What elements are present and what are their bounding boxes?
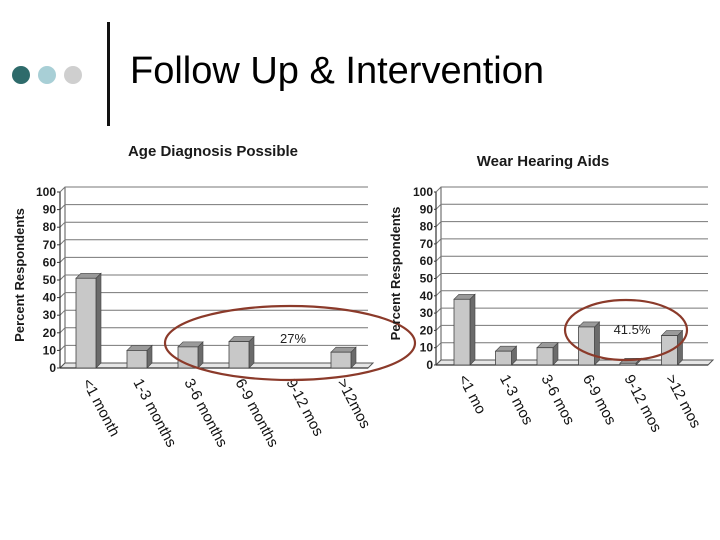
chart2-gridline [435, 342, 708, 349]
chart2-category-label: 1-3 mos [496, 372, 536, 428]
chart1-ytick-label: 90 [43, 203, 57, 217]
chart1-category-label: 3-6 months [180, 376, 230, 450]
chart1-bar [75, 277, 97, 369]
chart2-category-label: <1 mo [454, 372, 489, 417]
chart1-bar-side [248, 335, 255, 369]
chart2-ytick-label: 20 [420, 323, 434, 337]
chart1-gridline [59, 274, 368, 281]
chart1-gridline [59, 204, 368, 210]
chart2-ytick-label: 80 [420, 220, 434, 234]
chart2-ytick-label: 40 [420, 289, 434, 303]
bullet-dot-3 [64, 66, 82, 84]
chart2-ytick-label: 100 [413, 185, 433, 199]
chart1-bar [228, 341, 250, 369]
chart1-ytick-label: 70 [43, 238, 57, 252]
chart1-title: Age Diagnosis Possible [128, 143, 298, 160]
chart2-category-label: >12 mos [662, 372, 704, 431]
chart1-ytick-label: 80 [43, 220, 57, 234]
bullet-dot-2 [38, 66, 56, 84]
chart1-bar [126, 349, 148, 369]
chart2-gridline [435, 290, 708, 297]
chart2-gridline [435, 273, 708, 279]
chart2-annotation: 41.5% [614, 322, 651, 337]
chart2-bar [578, 326, 595, 366]
chart2-gridline [435, 203, 708, 210]
chart1-category-label: 9-12 mos [282, 376, 326, 439]
chart2-bar [536, 347, 554, 366]
chart2-bar-side [469, 293, 476, 366]
chart1-gridline [59, 344, 368, 351]
chart1-ytick-label: 60 [43, 255, 57, 269]
chart2-ytick-label: 30 [420, 306, 434, 320]
chart1-ytick-label: 20 [43, 326, 57, 340]
chart2-gridline [435, 324, 708, 331]
chart2-gridline [435, 238, 708, 245]
chart2-bar-side [594, 321, 600, 366]
chart1-gridline [59, 256, 368, 263]
chart1-gridline [59, 327, 368, 334]
chart1-gridline [59, 221, 368, 228]
chart1-bar-side [95, 272, 102, 369]
chart2-ytick-label: 70 [420, 237, 434, 251]
chart1-bar [330, 351, 352, 369]
chart2-bar-side [677, 329, 683, 366]
chart2-ytick-label: 10 [420, 341, 434, 355]
chart1-ytick-label: 50 [43, 273, 57, 287]
title-divider [107, 22, 110, 126]
chart1-gridline [59, 239, 368, 246]
chart2-ytick-label: 50 [420, 272, 434, 286]
chart1-highlight-circle [163, 304, 417, 382]
chart1-gridline [59, 292, 368, 298]
chart1-gridline [59, 186, 368, 193]
chart1-ylabel: Percent Respondents [12, 208, 27, 342]
chart2-category-label: 9-12 mos [620, 372, 664, 435]
chart1-ytick-label: 40 [43, 291, 57, 305]
chart2-ylabel: Percent Respondents [388, 207, 403, 341]
chart2-gridline [435, 255, 708, 262]
chart2-ytick-label: 90 [420, 202, 434, 216]
bullet-dots [12, 66, 102, 86]
chart1-ytick-label: 0 [49, 361, 56, 375]
chart1-category-label: 1-3 months [129, 376, 179, 450]
chart2-gridline [435, 221, 708, 227]
chart2-bar [619, 362, 637, 366]
chart2-bar [495, 350, 512, 366]
chart1-category-label: >12mos [333, 376, 373, 431]
chart1-floor [58, 362, 375, 369]
chart2-category-label: 6-9 mos [579, 372, 619, 428]
chart1-ytick-label: 10 [43, 343, 57, 357]
chart1-category-label: 6-9 months [231, 376, 281, 450]
chart2-category-label: 3-6 mos [537, 372, 577, 428]
chart1-ytick-label: 100 [36, 185, 56, 199]
slide-title: Follow Up & Intervention [130, 50, 544, 92]
chart2-gridline [435, 307, 708, 314]
chart1-annotation: 27% [280, 331, 306, 346]
chart2-bar [453, 298, 471, 366]
bullet-dot-1 [12, 66, 30, 84]
chart2-ytick-label: 60 [420, 254, 434, 268]
chart2-highlight-circle [563, 298, 689, 362]
chart2-gridline [435, 186, 708, 193]
chart1-ytick-label: 30 [43, 308, 57, 322]
chart1-gridline [59, 309, 368, 316]
chart1-category-label: <1 month [78, 376, 123, 440]
chart2-title: Wear Hearing Aids [477, 153, 610, 170]
chart2-ytick-label: 0 [426, 358, 433, 372]
